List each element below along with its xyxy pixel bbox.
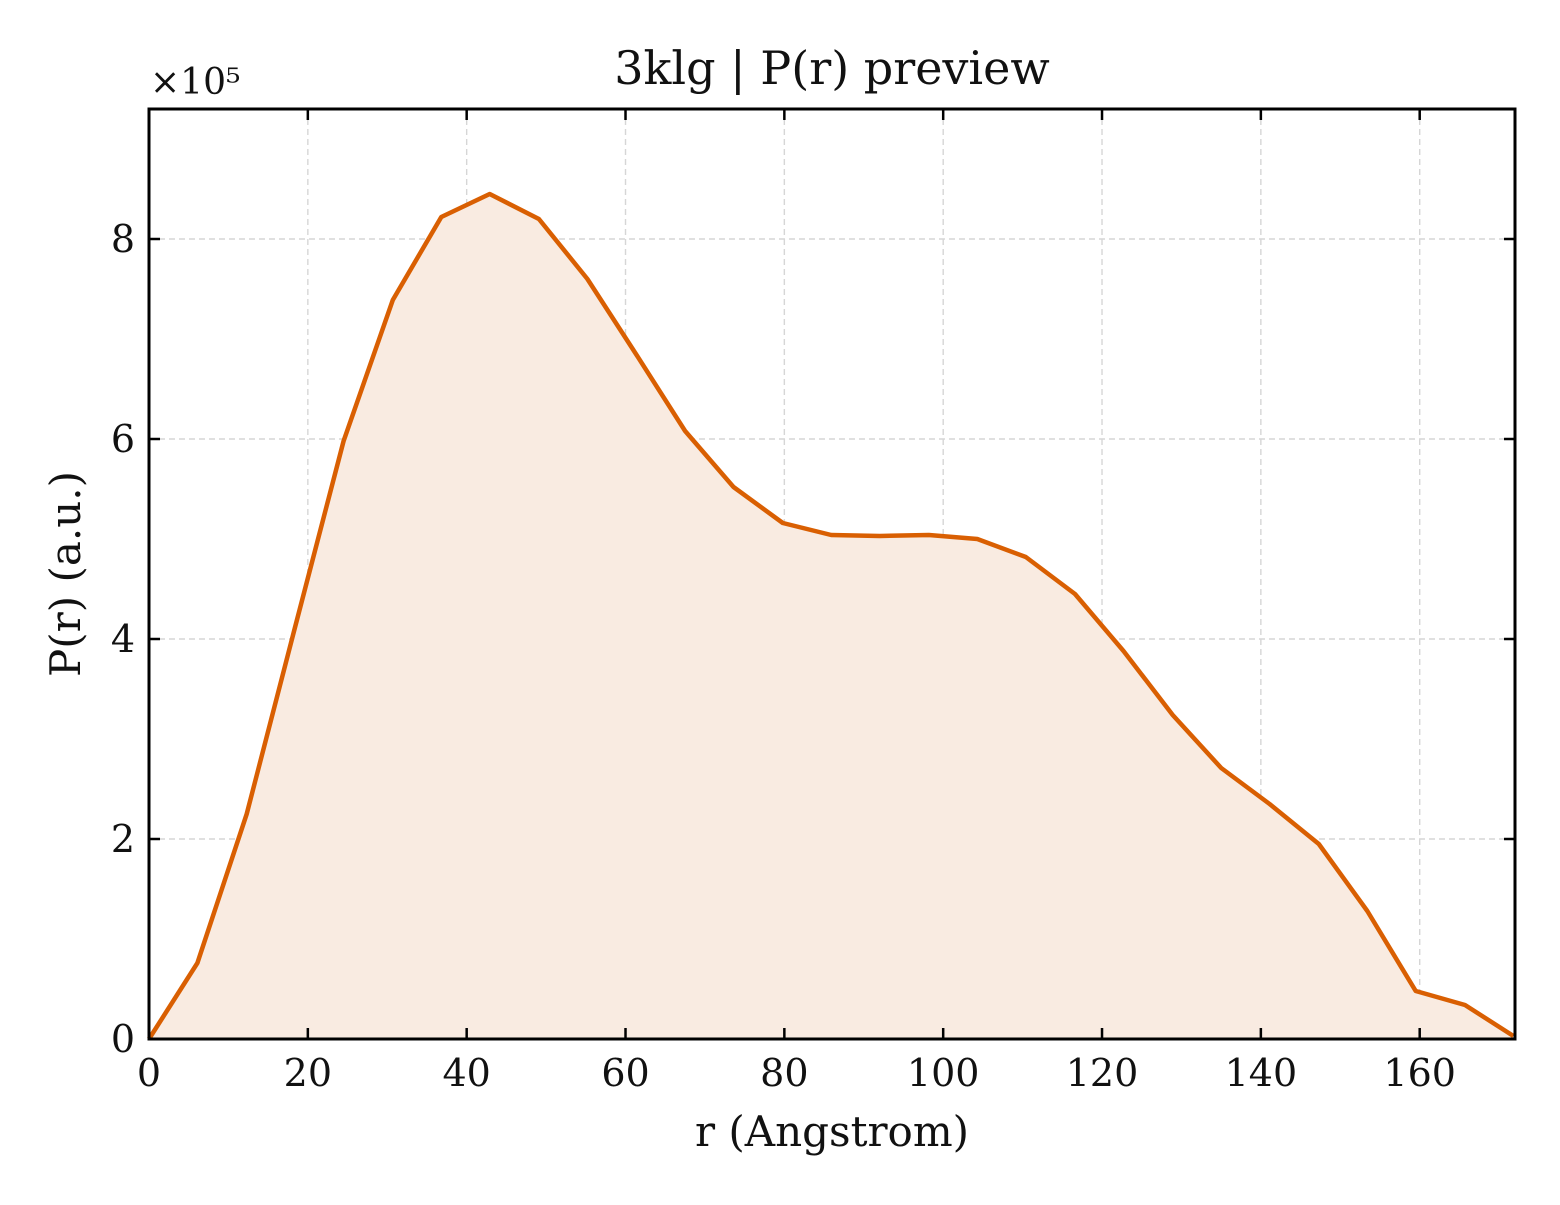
- pr-series-line: [147, 191, 1515, 1041]
- x-tick-label: 20: [284, 1051, 332, 1095]
- y-tick-label: 2: [111, 817, 135, 861]
- ticks: 0 20 40 60 80 100 120 140 160 0 2 4 6 8: [111, 109, 1515, 1095]
- x-tick-label: 140: [1225, 1051, 1298, 1095]
- y-axis-label: P(r) (a.u.): [41, 471, 90, 677]
- chart-title: 3klg | P(r) preview: [614, 41, 1049, 95]
- x-tick-label: 120: [1066, 1051, 1139, 1095]
- y-tick-label: 8: [111, 217, 135, 261]
- x-tick-label: 100: [907, 1051, 980, 1095]
- x-axis-label: r (Angstrom): [695, 1107, 969, 1156]
- x-tick-label: 80: [760, 1051, 808, 1095]
- x-tick-label: 40: [442, 1051, 490, 1095]
- x-tick-label: 0: [137, 1051, 161, 1095]
- y-tick-label: 0: [111, 1017, 135, 1061]
- y-tick-label: 6: [111, 417, 135, 461]
- x-tick-label: 160: [1383, 1051, 1456, 1095]
- plot-frame: [147, 107, 1517, 1041]
- x-tick-label: 60: [601, 1051, 649, 1095]
- pr-area-fill: [149, 194, 1514, 1039]
- y-scale-multiplier: ×10⁵: [150, 62, 240, 103]
- y-tick-label: 4: [111, 617, 135, 661]
